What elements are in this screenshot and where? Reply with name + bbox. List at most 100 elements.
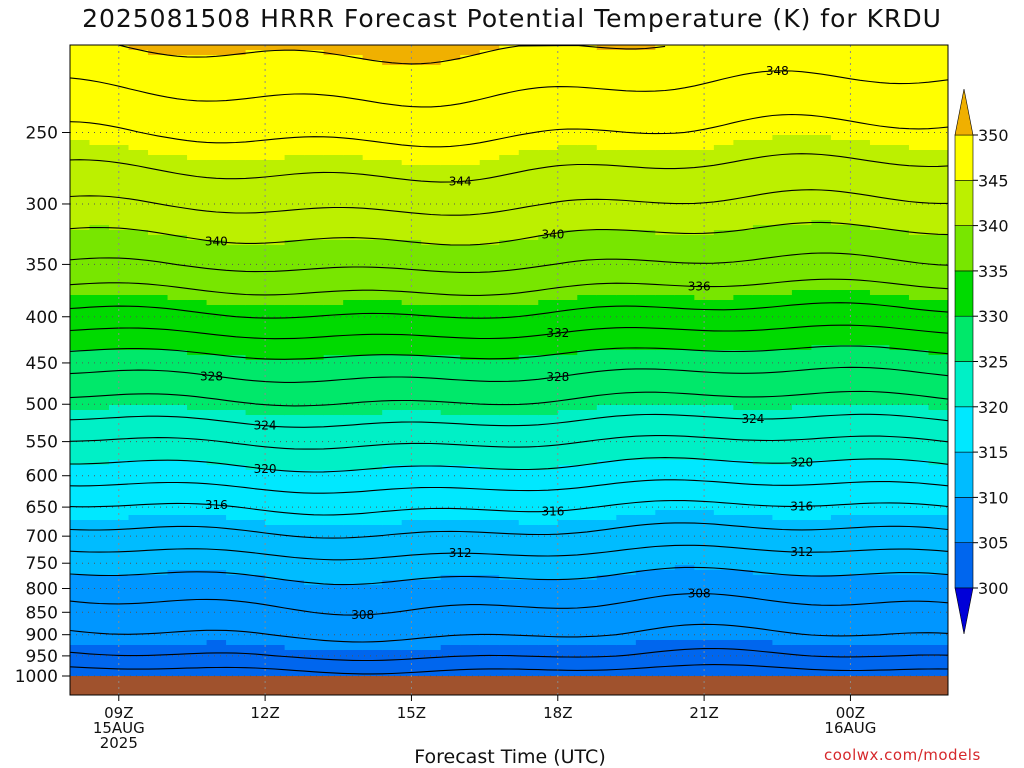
theta-cell [226, 670, 247, 676]
theta-cell [538, 120, 559, 126]
theta-cell [733, 640, 754, 646]
theta-cell [109, 495, 130, 501]
theta-cell [713, 200, 734, 206]
theta-cell [148, 550, 169, 556]
theta-cell [499, 630, 520, 636]
theta-cell [401, 270, 422, 276]
theta-cell [557, 585, 578, 591]
theta-cell [343, 340, 364, 346]
theta-cell [713, 600, 734, 606]
theta-cell [304, 200, 325, 206]
theta-cell [557, 470, 578, 476]
theta-cell [752, 285, 773, 291]
theta-cell [109, 660, 130, 666]
theta-cell [440, 580, 461, 586]
theta-cell [713, 640, 734, 646]
theta-cell [577, 500, 598, 506]
theta-cell [304, 390, 325, 396]
theta-cell [167, 535, 188, 541]
theta-cell [382, 395, 403, 401]
theta-cell [752, 270, 773, 276]
theta-cell [655, 540, 676, 546]
theta-cell [128, 495, 149, 501]
theta-cell [791, 260, 813, 266]
theta-cell [89, 555, 110, 561]
theta-cell [635, 550, 656, 556]
theta-cell [226, 185, 247, 191]
theta-cell [226, 385, 247, 391]
theta-cell [557, 530, 578, 536]
theta-cell [245, 290, 266, 296]
theta-cell [265, 530, 286, 536]
theta-cell [635, 640, 656, 646]
theta-cell [577, 635, 598, 641]
theta-cell [206, 320, 227, 326]
theta-cell [460, 400, 481, 406]
theta-cell [362, 70, 383, 76]
theta-cell [577, 630, 598, 636]
theta-cell [479, 155, 500, 161]
theta-cell [733, 655, 754, 661]
theta-cell [401, 95, 422, 101]
theta-cell [382, 360, 403, 366]
theta-cell [284, 395, 305, 401]
theta-cell [382, 485, 403, 491]
theta-cell [460, 80, 481, 86]
theta-cell [245, 305, 266, 311]
theta-cell [382, 440, 403, 446]
theta-cell [518, 415, 539, 421]
theta-cell [635, 390, 656, 396]
theta-cell [304, 190, 325, 196]
theta-cell [323, 420, 344, 426]
theta-cell [655, 325, 676, 331]
theta-cell [304, 90, 325, 96]
theta-cell [635, 195, 656, 201]
theta-cell [557, 110, 578, 116]
theta-cell [811, 130, 832, 136]
theta-cell [382, 350, 403, 356]
theta-cell [304, 275, 325, 281]
theta-cell [635, 275, 656, 281]
theta-cell [167, 205, 188, 211]
theta-cell [70, 165, 91, 171]
theta-cell [811, 115, 832, 121]
theta-cell [460, 305, 481, 311]
theta-cell [128, 510, 149, 516]
theta-cell [518, 80, 539, 86]
theta-cell [499, 190, 520, 196]
theta-cell [499, 210, 520, 216]
theta-cell [655, 360, 676, 366]
theta-cell [70, 105, 91, 111]
theta-cell [343, 505, 364, 511]
theta-cell [616, 300, 637, 306]
theta-cell [70, 150, 91, 156]
theta-cell [538, 360, 559, 366]
theta-cell [148, 75, 169, 81]
theta-cell [772, 355, 793, 361]
theta-cell [284, 170, 305, 176]
theta-cell [733, 315, 754, 321]
theta-cell [265, 225, 286, 231]
theta-cell [167, 540, 188, 546]
theta-cell [265, 280, 286, 286]
theta-cell [538, 125, 559, 131]
theta-cell [655, 450, 676, 456]
theta-cell [284, 375, 305, 381]
theta-cell [304, 255, 325, 261]
theta-cell [616, 455, 637, 461]
theta-cell [772, 55, 793, 61]
theta-cell [401, 160, 422, 166]
theta-cell [245, 195, 266, 201]
theta-cell [440, 255, 461, 261]
theta-cell [89, 165, 110, 171]
theta-cell [674, 315, 695, 321]
theta-cell [187, 515, 208, 521]
theta-cell [577, 290, 598, 296]
theta-cell [148, 165, 169, 171]
theta-cell [382, 600, 403, 606]
theta-cell [655, 505, 676, 511]
theta-cell [284, 475, 305, 481]
theta-cell [694, 215, 715, 221]
theta-cell [655, 510, 676, 516]
theta-cell [187, 555, 208, 561]
